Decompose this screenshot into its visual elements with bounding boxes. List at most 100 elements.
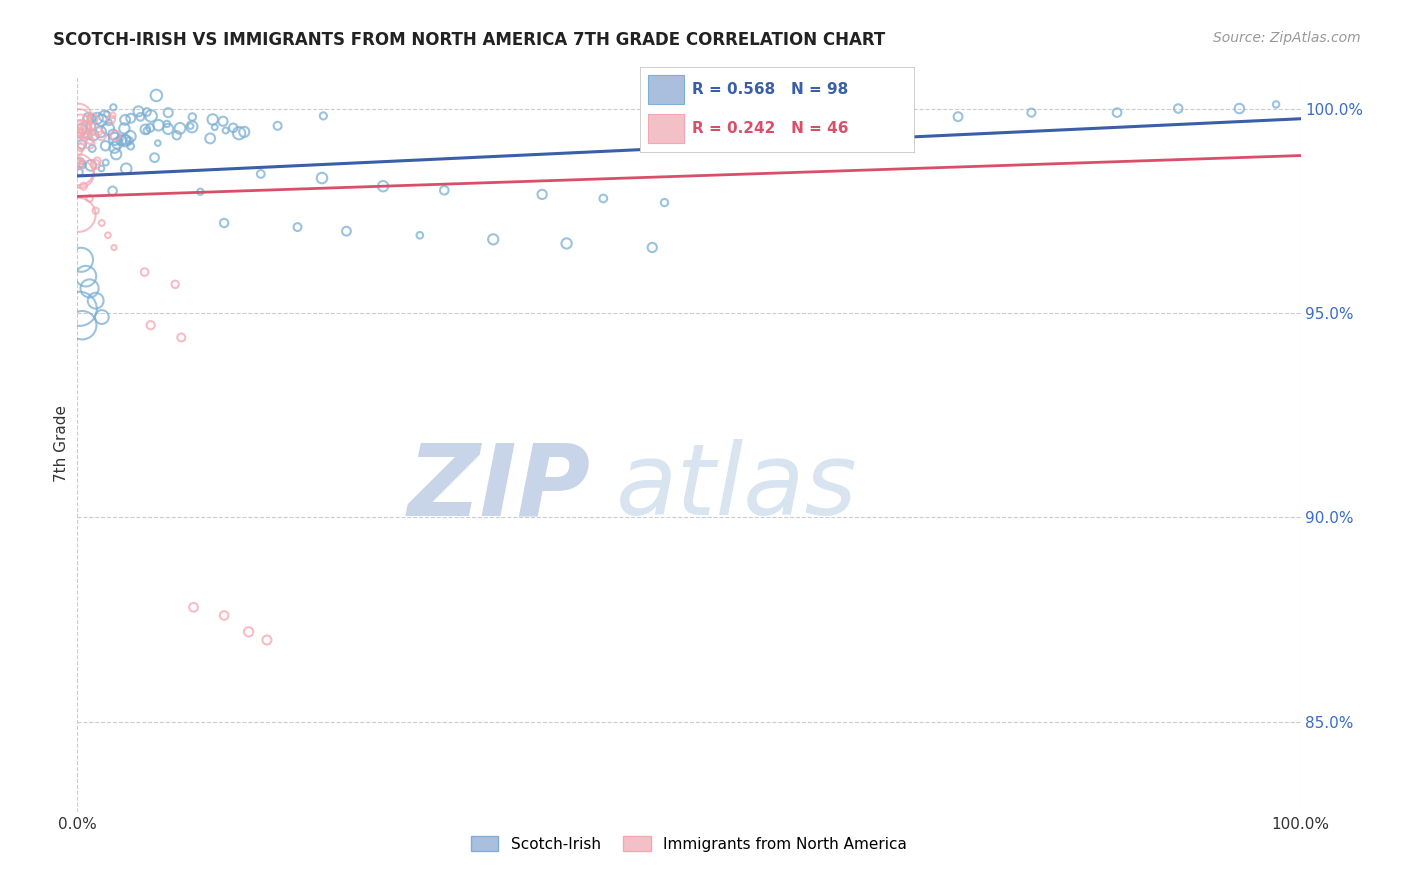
Point bbox=[100, 112, 122, 127]
Point bbox=[96, 107, 118, 121]
Point bbox=[183, 600, 205, 615]
Point bbox=[180, 119, 202, 133]
Point bbox=[169, 121, 191, 136]
Point bbox=[654, 195, 676, 210]
Point bbox=[266, 119, 288, 133]
Text: R = 0.568   N = 98: R = 0.568 N = 98 bbox=[692, 82, 848, 97]
Point bbox=[97, 115, 120, 129]
Point bbox=[86, 125, 108, 139]
Point bbox=[166, 128, 188, 143]
Point bbox=[77, 111, 100, 125]
Point bbox=[86, 154, 108, 169]
Point bbox=[212, 608, 235, 623]
Text: atlas: atlas bbox=[616, 440, 858, 536]
Point bbox=[139, 120, 162, 135]
Point bbox=[84, 157, 107, 171]
Point bbox=[201, 112, 224, 127]
Point bbox=[90, 216, 112, 230]
Point bbox=[90, 113, 112, 128]
Point bbox=[69, 120, 91, 134]
Point bbox=[139, 109, 162, 123]
Point bbox=[80, 112, 103, 126]
Point bbox=[409, 228, 432, 243]
Point bbox=[90, 125, 112, 139]
Point bbox=[112, 121, 135, 136]
Point bbox=[70, 118, 93, 132]
Point bbox=[256, 632, 278, 647]
Point bbox=[90, 310, 112, 324]
Point bbox=[188, 185, 211, 199]
Point bbox=[134, 122, 156, 136]
Point bbox=[215, 123, 238, 137]
Point bbox=[82, 141, 104, 155]
Point bbox=[67, 117, 90, 131]
Point bbox=[198, 131, 221, 145]
Point bbox=[118, 134, 141, 148]
Point bbox=[641, 241, 664, 255]
Point bbox=[66, 145, 89, 159]
Point bbox=[67, 155, 90, 169]
Point bbox=[139, 318, 162, 333]
Point bbox=[94, 138, 117, 153]
Point bbox=[67, 154, 90, 169]
Point bbox=[97, 228, 120, 243]
Point bbox=[67, 128, 90, 143]
Point bbox=[69, 140, 91, 154]
Point bbox=[70, 158, 93, 172]
Point bbox=[1265, 97, 1288, 112]
Point bbox=[250, 167, 273, 181]
Point bbox=[104, 140, 127, 154]
Point bbox=[73, 128, 96, 142]
Point bbox=[90, 128, 112, 143]
Point bbox=[120, 112, 142, 126]
Point bbox=[165, 277, 187, 292]
Point bbox=[129, 110, 152, 124]
Point bbox=[1229, 102, 1251, 116]
Point bbox=[1107, 105, 1129, 120]
Point bbox=[103, 100, 125, 114]
Point bbox=[69, 159, 91, 173]
Point bbox=[287, 220, 309, 235]
Point bbox=[233, 125, 256, 139]
Point bbox=[93, 109, 115, 123]
Point bbox=[110, 133, 132, 147]
Legend: Scotch-Irish, Immigrants from North America: Scotch-Irish, Immigrants from North Amer… bbox=[463, 828, 915, 859]
Point bbox=[531, 187, 554, 202]
Point bbox=[433, 183, 456, 197]
Point bbox=[84, 203, 107, 218]
Point bbox=[135, 123, 157, 137]
Point bbox=[104, 132, 127, 146]
Point bbox=[862, 110, 884, 124]
Point bbox=[67, 208, 90, 222]
Point bbox=[75, 119, 97, 133]
Point bbox=[82, 128, 104, 143]
Point bbox=[135, 105, 157, 120]
Point bbox=[79, 133, 101, 147]
Point bbox=[105, 147, 128, 161]
Point bbox=[70, 318, 93, 333]
Point bbox=[97, 121, 120, 136]
Point bbox=[311, 171, 333, 186]
Point bbox=[170, 330, 193, 344]
Point bbox=[79, 136, 101, 151]
Point bbox=[101, 184, 124, 198]
Text: R = 0.242   N = 46: R = 0.242 N = 46 bbox=[692, 121, 848, 136]
Point bbox=[115, 161, 138, 176]
Point bbox=[66, 154, 89, 169]
Point bbox=[212, 216, 235, 230]
Point bbox=[70, 137, 93, 152]
Point bbox=[79, 281, 101, 295]
Point bbox=[157, 105, 180, 120]
Point bbox=[181, 120, 204, 134]
Point bbox=[108, 132, 131, 146]
Point bbox=[70, 121, 93, 136]
Point bbox=[101, 128, 124, 142]
Point bbox=[69, 165, 91, 179]
Point bbox=[79, 192, 101, 206]
Point bbox=[107, 136, 129, 151]
Point bbox=[80, 158, 103, 172]
Point bbox=[120, 139, 142, 153]
Point bbox=[90, 161, 112, 176]
Point bbox=[80, 125, 103, 139]
Point bbox=[104, 128, 127, 143]
